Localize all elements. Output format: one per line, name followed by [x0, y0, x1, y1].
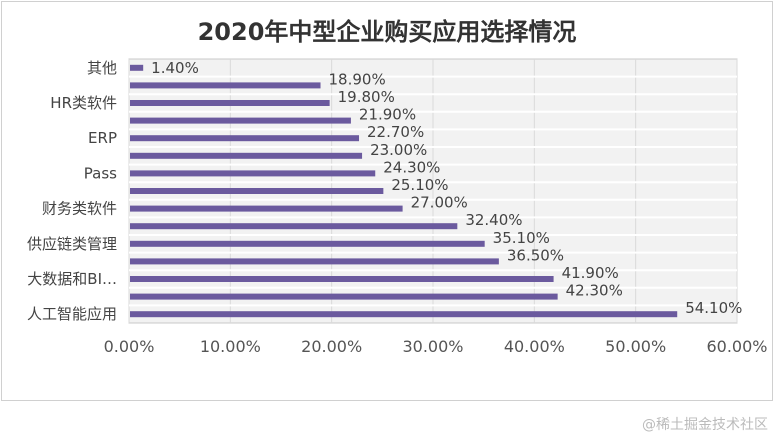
x-tick-label: 0.00% [104, 337, 155, 356]
bar [130, 240, 485, 247]
data-label: 42.30% [566, 282, 623, 300]
category-label: 人工智能应用 [27, 305, 117, 323]
bar [130, 311, 678, 318]
bar [130, 188, 384, 194]
data-label: 1.40% [151, 59, 199, 77]
bar [130, 258, 499, 265]
data-label: 19.80% [338, 88, 395, 106]
data-label: 32.40% [465, 211, 522, 229]
watermark: @稀土掘金技术社区 [642, 417, 768, 433]
bar [130, 100, 330, 106]
bar [130, 82, 321, 89]
bar [130, 293, 558, 300]
x-tick-label: 30.00% [402, 337, 463, 356]
x-tick-label: 10.00% [200, 337, 261, 356]
data-label: 18.90% [329, 70, 386, 88]
data-label: 27.00% [411, 194, 468, 212]
bar [130, 276, 554, 282]
category-label: ERP [88, 129, 117, 147]
x-tick-label: 20.00% [301, 337, 362, 356]
category-label: 其他 [87, 59, 117, 77]
bar [130, 170, 376, 177]
data-label: 22.70% [367, 123, 424, 141]
data-label: 54.10% [685, 299, 742, 317]
bar [130, 223, 458, 230]
data-label: 23.00% [370, 141, 427, 159]
category-label: 大数据和BI… [27, 270, 117, 288]
chart-title: 2020年中型企业购买应用选择情况 [197, 18, 577, 46]
bar [130, 135, 360, 142]
data-label: 24.30% [383, 158, 440, 176]
data-label: 41.90% [562, 264, 619, 282]
x-tick-label: 50.00% [605, 337, 666, 356]
category-label: 财务类软件 [42, 200, 117, 218]
bar [130, 205, 403, 212]
x-tick-label: 60.00% [706, 337, 767, 356]
data-label: 36.50% [507, 246, 564, 264]
data-label: 25.10% [391, 176, 448, 194]
data-label: 35.10% [493, 229, 550, 247]
category-label: HR类软件 [50, 94, 117, 112]
x-tick-label: 40.00% [504, 337, 565, 356]
bar [130, 117, 351, 124]
category-label: 供应链类管理 [27, 235, 117, 253]
data-label: 21.90% [359, 106, 416, 124]
bar [130, 64, 144, 71]
category-label: Pass [84, 164, 117, 182]
bar [130, 152, 363, 159]
